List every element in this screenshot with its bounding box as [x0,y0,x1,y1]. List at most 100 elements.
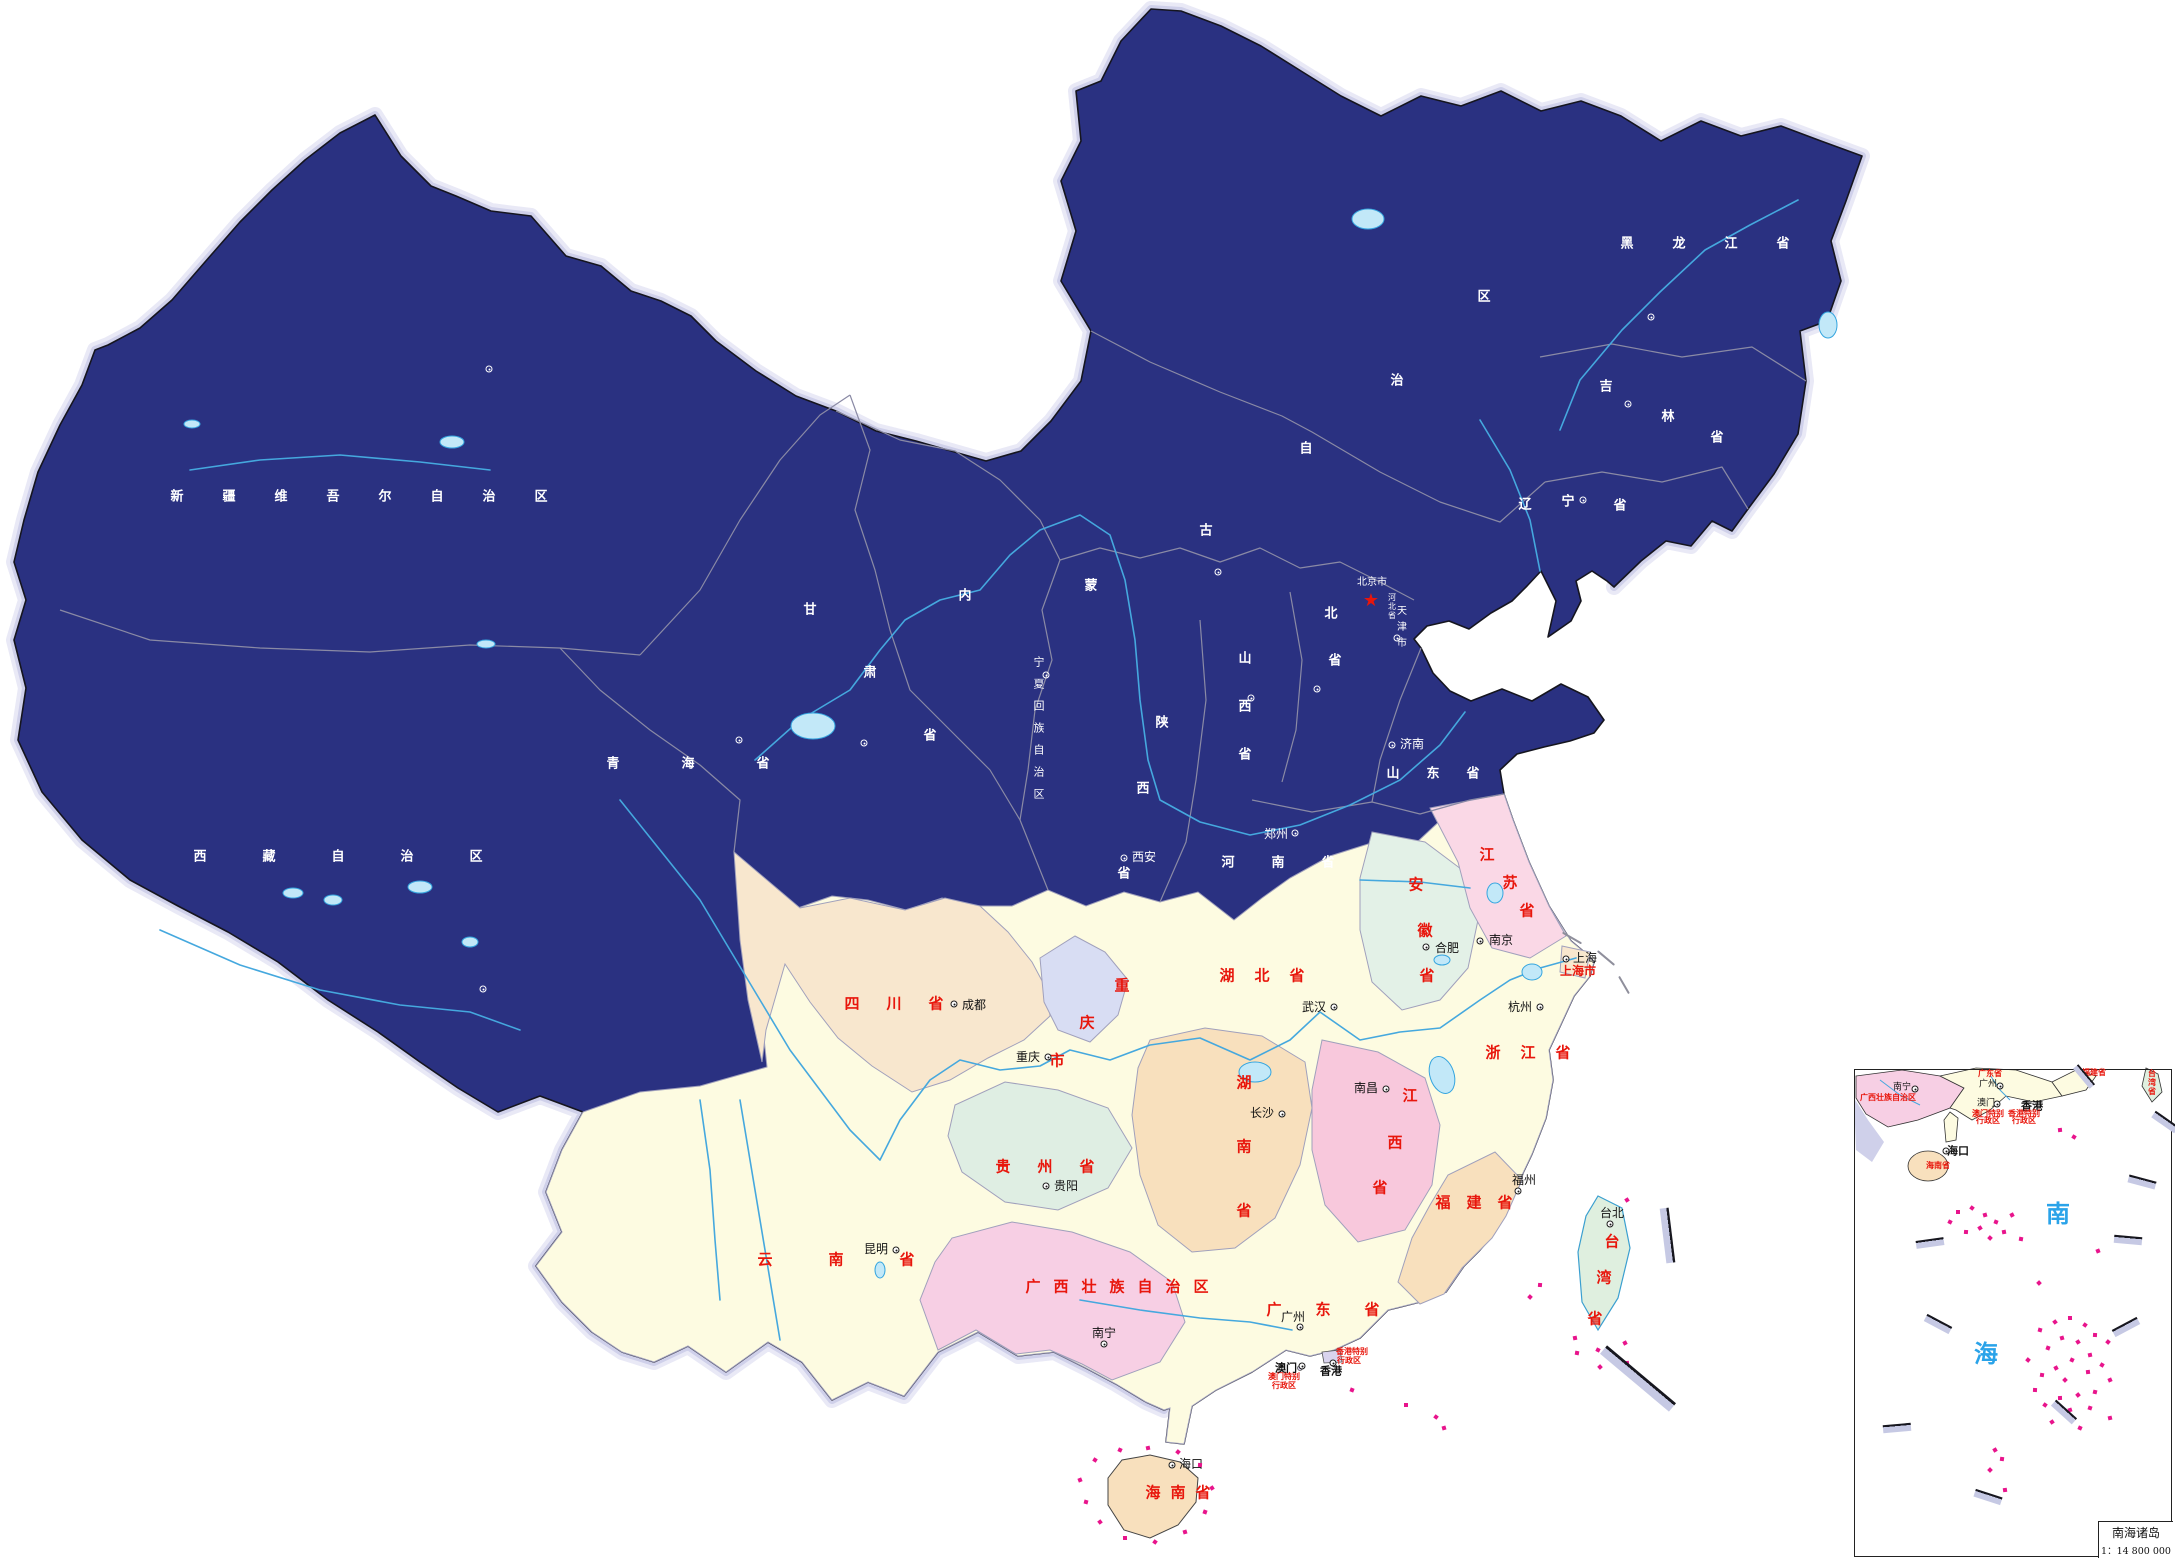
island-dot-main [1404,1403,1408,1407]
island-dot-main [1122,1535,1128,1541]
khanka-lake [1818,311,1838,339]
tarim-river [189,454,491,471]
city-shijiazhuang-marker-icon [1313,685,1321,693]
province-shanghai [1559,945,1591,979]
city-guangzhou-marker-icon [1296,1323,1304,1331]
island-dot-inset [2002,1487,2008,1493]
city-nanjing-marker-icon [1476,937,1484,945]
province-fujian [1397,1151,1523,1305]
city-wuhan-marker-icon [1330,1003,1338,1011]
liao-river [1479,419,1541,572]
inset-city-guangzhou-marker-icon [1996,1082,2004,1090]
island-dot-inset [1999,1456,2005,1462]
inset-rivers [1879,1074,2011,1106]
city-nanchang-marker-icon [1382,1085,1390,1093]
island-dot-inset [2057,1127,2063,1133]
bosten-lake [439,435,465,449]
island-dot-main [1197,1462,1203,1468]
inset-city-nanning-marker-icon [1911,1085,1919,1093]
north-province-borders [59,330,1807,903]
city-hongkong-marker-icon [1329,1359,1337,1367]
zhari-lake [282,887,304,899]
province-chongqing [1039,935,1129,1043]
yellow-river [754,514,1466,836]
city-chengdu-marker-icon [950,1000,958,1008]
inset-title: 南海诸岛 [2111,1525,2160,1540]
inset-south-china-sea-frame [1854,1069,2172,1557]
taihu-lake [1521,963,1543,981]
province-jiangxi [1311,1039,1441,1243]
inset-taiwan [2141,1067,2163,1103]
inset-vietnam-edge [1854,1098,1884,1162]
inset-city-haikou-marker-icon [1942,1147,1950,1155]
city-urumqi-marker-icon [485,365,493,373]
inset-land [1854,1067,2163,1182]
chaohu-lake [1433,954,1451,966]
yangtze-river [619,799,1577,1161]
songhua-river [1559,199,1799,431]
city-xining-marker-icon [735,736,743,744]
pearl-river [1079,1299,1293,1331]
ayakkum-lake [476,639,496,649]
yamdrok-lake [461,936,479,948]
yarlung-river [159,929,521,1031]
huai-river [1359,879,1471,889]
city-lhasa-marker-icon [479,985,487,993]
dongting-lake [1238,1061,1272,1083]
city-xian-marker-icon [1120,854,1128,862]
city-harbin-marker-icon [1647,313,1655,321]
dianchi-lake [874,1261,886,1279]
lakes [183,208,1838,1279]
poyang-lake [1428,1056,1456,1094]
city-shanghai-marker-icon [1562,955,1570,963]
province-hongkong [1321,1349,1343,1364]
island-dot-main [1574,1350,1580,1356]
island-dot-inset [2057,1395,2063,1401]
city-tianjin-marker-icon [1393,634,1401,642]
inset-leizhou [1943,1111,1959,1143]
qinghai-lake [790,712,836,740]
city-hangzhou-marker-icon [1536,1003,1544,1011]
sayram-lake [183,419,201,429]
city-guiyang-marker-icon [1042,1182,1050,1190]
selin-lake [323,894,343,906]
island-dot-inset [2001,1229,2007,1235]
rivers [159,199,1799,1341]
province-sichuan [733,850,1051,1093]
city-haikou-marker-icon [1168,1461,1176,1469]
city-changchun-marker-icon [1624,400,1632,408]
inset-hainan [1907,1150,1949,1182]
city-zhengzhou-marker-icon [1291,829,1299,837]
inset-city-macau-marker-icon [1993,1100,2001,1108]
salween-river [699,1099,721,1301]
island-dot-inset [2067,1315,2073,1321]
city-kunming-marker-icon [892,1246,900,1254]
island-dot-main [1572,1335,1578,1341]
island-dot-inset [2032,1387,2038,1393]
city-shenyang-marker-icon [1579,496,1587,504]
inset-scale-box: 南海诸岛 1：14 800 000 [2098,1521,2173,1558]
city-jinan-marker-icon [1388,741,1396,749]
city-macau-marker-icon [1298,1362,1306,1370]
inset-guangxi [1855,1069,1965,1128]
city-fuzhou-marker-icon [1514,1187,1522,1195]
city-hohhot-marker-icon [1214,568,1222,576]
province-anhui [1359,831,1479,1011]
island-dot-inset [2085,1369,2091,1375]
province-hunan [1131,1027,1313,1253]
city-chongqing-marker-icon [1044,1053,1052,1061]
island-dot-inset [2087,1352,2093,1358]
namtso-lake [407,880,433,894]
city-changsha-marker-icon [1278,1110,1286,1118]
province-guangxi [919,1221,1186,1381]
hulun-lake [1351,208,1385,230]
mekong-river [739,1099,781,1341]
island-dot-inset [1963,1229,1969,1235]
city-nanning-marker-icon [1100,1340,1108,1348]
province-guizhou [947,1081,1133,1211]
island-dot-main [1537,1282,1543,1288]
province-hainan [1107,1454,1199,1539]
city-hefei-marker-icon [1422,943,1430,951]
